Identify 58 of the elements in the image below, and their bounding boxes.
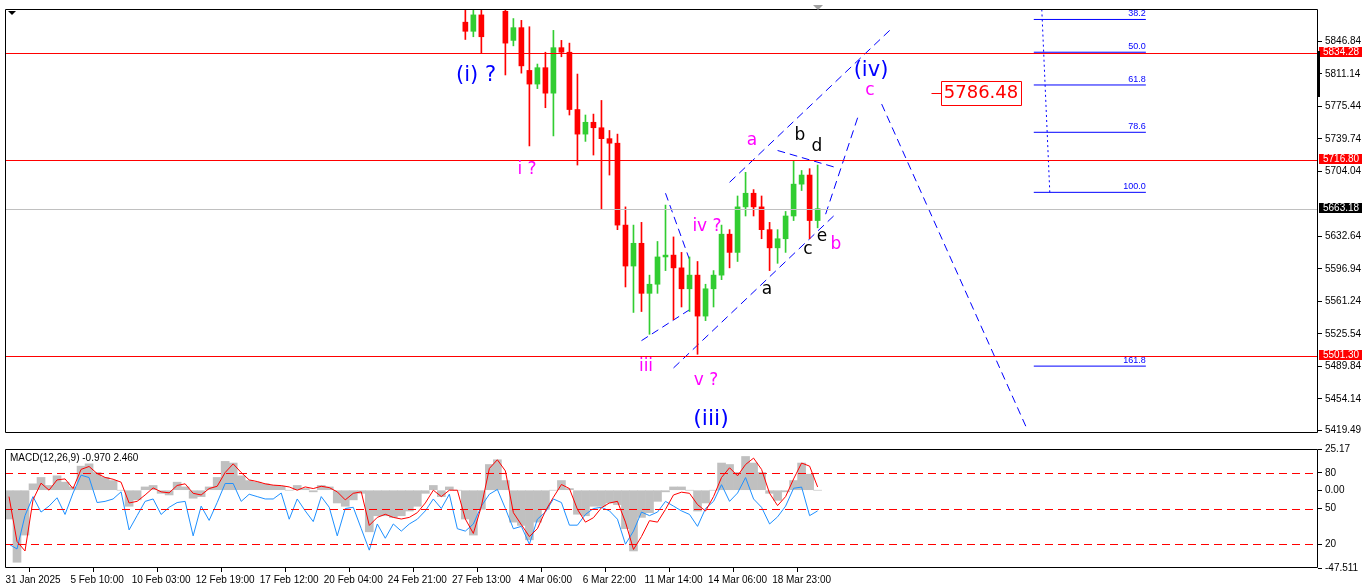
series-label: 61.8	[1128, 73, 1146, 84]
annotation: b	[794, 124, 806, 145]
y-tick-label: 5525.54	[1325, 327, 1362, 339]
y-tick-label: 5846.84	[1325, 35, 1362, 47]
y-tick-label: 5775.44	[1325, 100, 1362, 112]
y-tick-label: 5811.14	[1325, 67, 1361, 79]
series-label: 38.2	[1128, 8, 1146, 19]
annotation: e	[816, 225, 828, 246]
x-tick-label: 18 Mar 23:00	[772, 573, 832, 585]
y-tick-label: 5596.94	[1325, 262, 1362, 274]
annotation: iii	[638, 355, 654, 376]
y-tick-label: 5419.49	[1325, 424, 1362, 436]
annotation: v ?	[693, 369, 719, 390]
x-tick-label: 20 Feb 04:00	[323, 573, 384, 585]
annotation: d	[811, 135, 823, 156]
annotation: c	[865, 79, 875, 100]
annotation: c	[803, 238, 813, 259]
annotation: (iv)	[853, 57, 889, 82]
ref-line-label: 5663.18	[1323, 202, 1360, 214]
annotation: b	[830, 233, 842, 254]
y2-tick-label: 20	[1325, 537, 1337, 549]
annotation: a	[746, 129, 758, 150]
y-tick-label: 5561.24	[1325, 295, 1362, 307]
ref-line-label: 5716.80	[1323, 153, 1360, 165]
y2-tick-label: 50	[1325, 502, 1337, 514]
series-label: 78.6	[1128, 121, 1146, 132]
y2-tick-label: 80	[1325, 466, 1337, 478]
series-label: 100.0	[1123, 181, 1146, 192]
y-tick-label: 5632.64	[1325, 230, 1362, 242]
annotation: i ?	[517, 158, 537, 179]
annotation: (i) ?	[455, 62, 497, 87]
annotation: 5786.48	[943, 80, 1019, 102]
x-tick-label: 12 Feb 19:00	[195, 573, 256, 585]
y-tick-label: 5739.74	[1325, 132, 1362, 144]
x-tick-label: 11 Mar 14:00	[644, 573, 704, 585]
x-tick-label: 5 Feb 10:00	[70, 573, 125, 585]
x-tick-label: 10 Feb 03:00	[131, 573, 192, 585]
chart-title: MACD(12,26,9) -0.970 2.460	[10, 451, 139, 463]
annotation: (iii)	[693, 404, 729, 430]
ref-line-label: 5834.28	[1323, 46, 1360, 58]
y-tick-label: 25.17	[1325, 442, 1351, 454]
annotation: iv ?	[692, 215, 722, 236]
x-tick-label: 24 Feb 21:00	[387, 573, 448, 585]
y-tick-label: 5704.04	[1325, 165, 1362, 177]
x-tick-label: 17 Feb 12:00	[259, 573, 320, 585]
annotation: a	[761, 278, 773, 299]
y-tick-label: 0.00	[1325, 483, 1345, 495]
x-tick-label: 6 Mar 22:00	[582, 573, 637, 585]
x-tick-label: 27 Feb 13:00	[451, 573, 512, 585]
x-tick-label: 4 Mar 06:00	[518, 573, 573, 585]
x-tick-label: 14 Mar 06:00	[708, 573, 768, 585]
y-tick-label: 5489.84	[1325, 360, 1362, 372]
ref-line-label: 5501.30	[1323, 349, 1360, 361]
series-label: 161.8	[1123, 355, 1146, 366]
y-tick-label: 5454.14	[1325, 392, 1362, 404]
y-tick-label: -47.511	[1325, 561, 1359, 573]
x-tick-label: 31 Jan 2025	[5, 573, 61, 585]
series-label: 50.0	[1128, 41, 1146, 52]
